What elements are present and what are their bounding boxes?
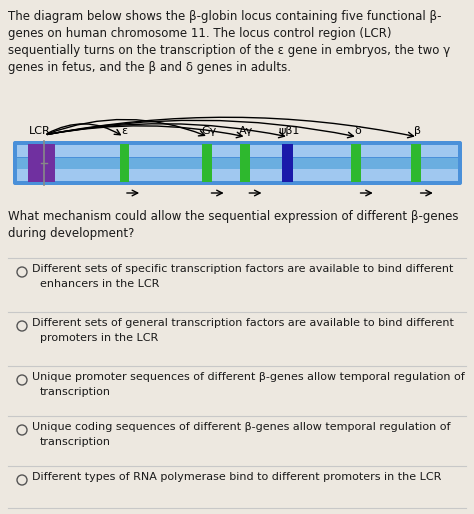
Bar bbox=[119, 144, 129, 182]
Bar bbox=[17, 145, 458, 157]
Bar bbox=[411, 144, 421, 182]
Text: transcription: transcription bbox=[40, 437, 111, 447]
Text: genes in fetus, and the β and δ genes in adults.: genes in fetus, and the β and δ genes in… bbox=[8, 61, 291, 74]
Bar bbox=[202, 144, 212, 182]
Text: enhancers in the LCR: enhancers in the LCR bbox=[40, 279, 159, 289]
Text: Unique promoter sequences of different β-genes allow temporal regulation of: Unique promoter sequences of different β… bbox=[32, 372, 465, 382]
Text: Different sets of specific transcription factors are available to bind different: Different sets of specific transcription… bbox=[32, 264, 453, 274]
Text: Unique coding sequences of different β-genes allow temporal regulation of: Unique coding sequences of different β-g… bbox=[32, 422, 450, 432]
Bar bbox=[282, 144, 293, 182]
Bar bbox=[28, 144, 55, 182]
Text: Different types of RNA polymerase bind to different promoters in the LCR: Different types of RNA polymerase bind t… bbox=[32, 472, 441, 482]
Text: What mechanism could allow the sequential expression of different β-genes: What mechanism could allow the sequentia… bbox=[8, 210, 458, 223]
Text: genes on human chromosome 11. The locus control region (LCR): genes on human chromosome 11. The locus … bbox=[8, 27, 392, 40]
Text: δ: δ bbox=[354, 126, 361, 136]
Text: Aγ: Aγ bbox=[239, 126, 254, 136]
Text: ψβ1: ψβ1 bbox=[278, 126, 300, 136]
Text: Gγ: Gγ bbox=[201, 126, 216, 136]
Text: sequentially turns on the transcription of the ε gene in embryos, the two γ: sequentially turns on the transcription … bbox=[8, 44, 450, 57]
Text: The diagram below shows the β-globin locus containing five functional β-: The diagram below shows the β-globin loc… bbox=[8, 10, 441, 23]
Bar bbox=[240, 144, 249, 182]
Text: during development?: during development? bbox=[8, 227, 134, 240]
Bar bbox=[17, 158, 458, 169]
FancyBboxPatch shape bbox=[13, 141, 462, 185]
Text: β: β bbox=[414, 126, 421, 136]
Bar bbox=[17, 169, 458, 181]
Text: Different sets of general transcription factors are available to bind different: Different sets of general transcription … bbox=[32, 318, 454, 328]
Bar bbox=[351, 144, 361, 182]
Text: promoters in the LCR: promoters in the LCR bbox=[40, 333, 158, 343]
Text: LCR: LCR bbox=[28, 126, 50, 136]
Text: ε: ε bbox=[121, 126, 127, 136]
Text: transcription: transcription bbox=[40, 387, 111, 397]
